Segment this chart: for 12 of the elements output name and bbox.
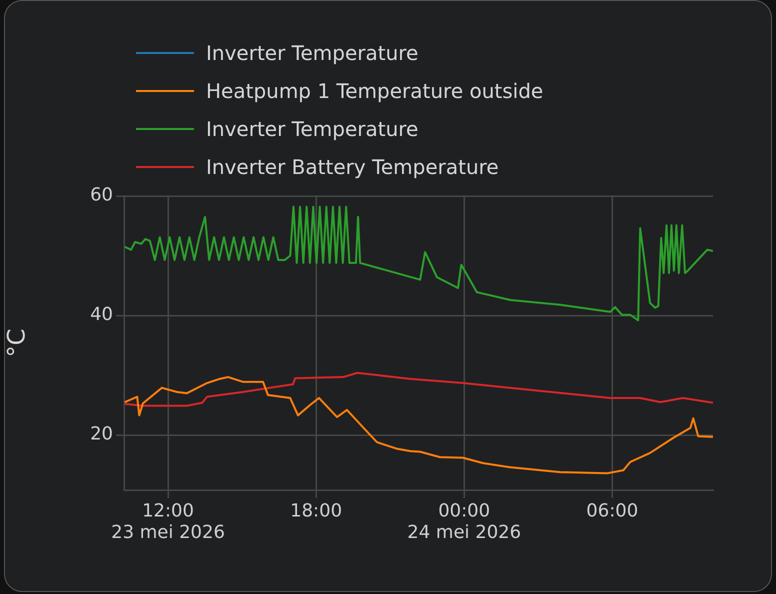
y-axis-title: °C xyxy=(2,328,31,358)
x-tick-label: 12:00 23 mei 2026 xyxy=(111,500,225,544)
y-tick-label: 60 xyxy=(90,184,113,206)
x-tick-label: 06:00 xyxy=(586,500,638,522)
legend-label: Inverter Temperature xyxy=(206,41,418,65)
y-tick-label: 20 xyxy=(90,424,113,445)
y-tick-label: 40 xyxy=(90,304,113,326)
x-tick-label: 18:00 xyxy=(290,500,342,522)
legend-label: Heatpump 1 Temperature outside xyxy=(206,79,544,103)
legend-label: Inverter Battery Temperature xyxy=(206,155,499,179)
legend-label: Inverter Temperature xyxy=(206,117,418,141)
x-tick-label: 00:00 24 mei 2026 xyxy=(407,500,522,544)
